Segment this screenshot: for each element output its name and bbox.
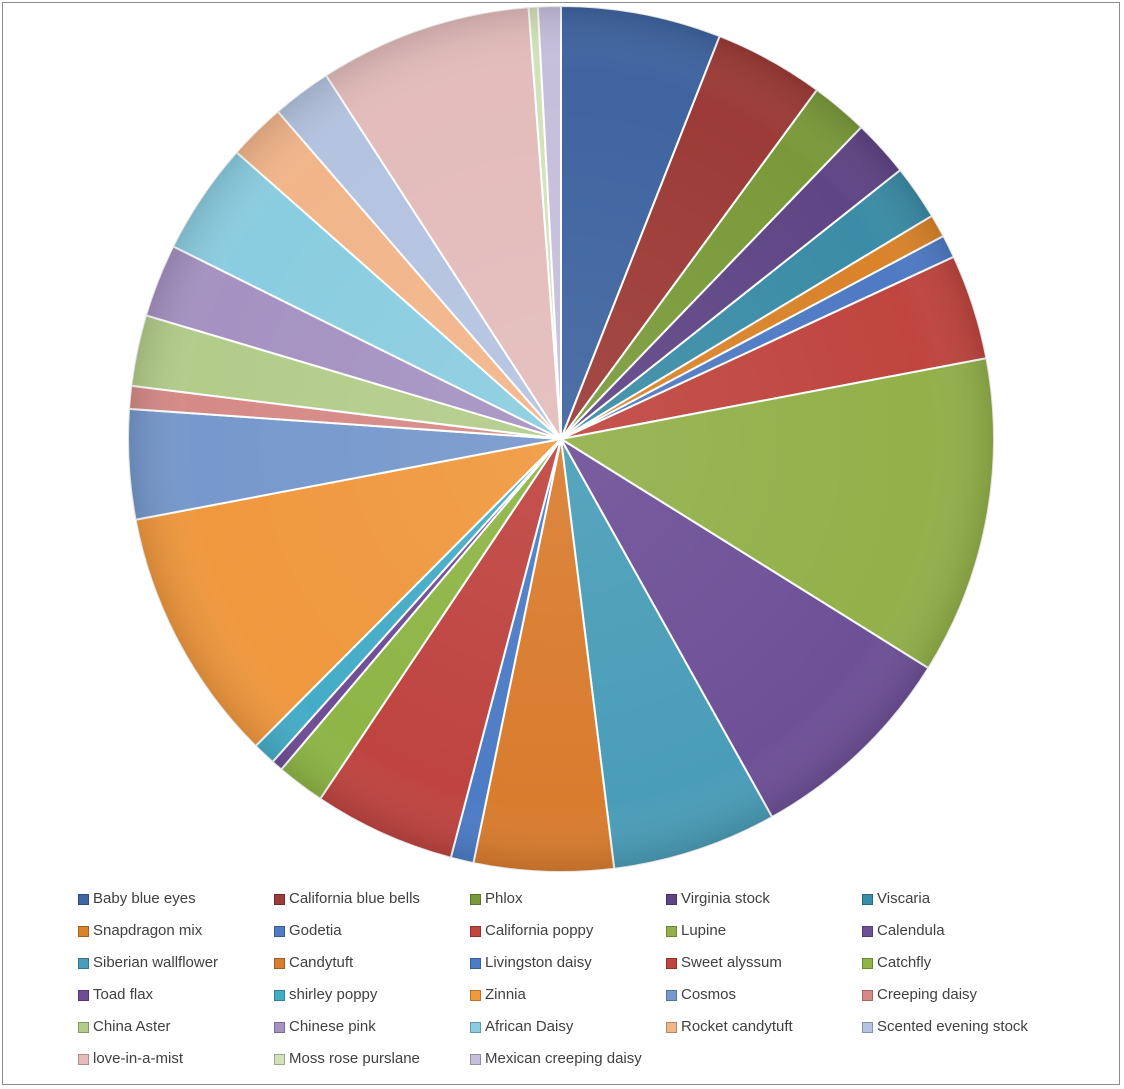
legend-swatch [666, 989, 677, 1001]
legend-label: Siberian wallflower [93, 954, 219, 971]
legend-label: Moss rose purslane [289, 1050, 420, 1067]
legend-item: Chinese pink [274, 1016, 470, 1038]
legend-item: Scented evening stock [862, 1016, 1062, 1038]
legend-label: Viscaria [877, 890, 931, 907]
legend-label: Cosmos [681, 986, 737, 1003]
legend-label: Virginia stock [681, 890, 770, 907]
legend-label: Phlox [485, 890, 523, 907]
legend-swatch [470, 1053, 481, 1065]
legend-swatch [274, 989, 285, 1001]
legend-label: Creeping daisy [877, 986, 978, 1003]
legend-swatch [862, 925, 873, 937]
legend-label: love-in-a-mist [93, 1050, 184, 1067]
legend-label: Baby blue eyes [93, 890, 196, 907]
legend-item: Viscaria [862, 888, 1062, 910]
legend-item: Candytuft [274, 952, 470, 974]
legend-swatch [78, 1053, 89, 1065]
legend-swatch [862, 989, 873, 1001]
legend-label: Sweet alyssum [681, 954, 782, 971]
legend-item: China Aster [78, 1016, 274, 1038]
legend-label: Rocket candytuft [681, 1018, 793, 1035]
legend-label: California blue bells [289, 890, 420, 907]
legend-swatch [470, 957, 481, 969]
legend-swatch [274, 1021, 285, 1033]
legend-label: Chinese pink [289, 1018, 376, 1035]
legend-label: Mexican creeping daisy [485, 1050, 642, 1067]
legend-swatch [78, 957, 89, 969]
legend-label: Calendula [877, 922, 945, 939]
legend-label: China Aster [93, 1018, 171, 1035]
legend-item: Mexican creeping daisy [470, 1048, 666, 1070]
legend-swatch [666, 925, 677, 937]
legend-label: Catchfly [877, 954, 932, 971]
legend-item: Toad flax [78, 984, 274, 1006]
legend-item: Cosmos [666, 984, 862, 1006]
legend-item: Calendula [862, 920, 1062, 942]
legend-swatch [666, 957, 677, 969]
legend-label: Snapdragon mix [93, 922, 203, 939]
legend-item: Godetia [274, 920, 470, 942]
legend-swatch [274, 1053, 285, 1065]
legend-label: Candytuft [289, 954, 354, 971]
legend-swatch [470, 893, 481, 905]
legend-item: Moss rose purslane [274, 1048, 470, 1070]
pie-slices [127, 4, 995, 873]
legend-label: Godetia [289, 922, 342, 939]
legend-swatch [666, 893, 677, 905]
legend-swatch [78, 989, 89, 1001]
legend-item: Lupine [666, 920, 862, 942]
legend-swatch [470, 1021, 481, 1033]
legend-item: Phlox [470, 888, 666, 910]
legend-swatch [78, 1021, 89, 1033]
legend-item: Virginia stock [666, 888, 862, 910]
legend-label: Zinnia [485, 986, 526, 1003]
legend-swatch [470, 989, 481, 1001]
legend-item: Zinnia [470, 984, 666, 1006]
legend-label: Livingston daisy [485, 954, 592, 971]
legend-item: California poppy [470, 920, 666, 942]
legend-label: shirley poppy [289, 986, 378, 1003]
legend-item: Creeping daisy [862, 984, 1062, 1006]
legend-item: Sweet alyssum [666, 952, 862, 974]
legend-label: Scented evening stock [877, 1018, 1028, 1035]
legend-label: African Daisy [485, 1018, 574, 1035]
legend-swatch [78, 893, 89, 905]
legend-item: love-in-a-mist [78, 1048, 274, 1070]
legend-label: California poppy [485, 922, 594, 939]
legend-item: Catchfly [862, 952, 1062, 974]
legend-item: shirley poppy [274, 984, 470, 1006]
legend-swatch [78, 925, 89, 937]
legend-swatch [862, 893, 873, 905]
legend-item: Baby blue eyes [78, 888, 274, 910]
legend-item: Livingston daisy [470, 952, 666, 974]
legend-swatch [470, 925, 481, 937]
legend-label: Toad flax [93, 986, 154, 1003]
legend-swatch [274, 957, 285, 969]
legend-swatch [274, 925, 285, 937]
legend-swatch [274, 893, 285, 905]
legend-item: Siberian wallflower [78, 952, 274, 974]
legend-item: African Daisy [470, 1016, 666, 1038]
legend-swatch [666, 1021, 677, 1033]
legend-swatch [862, 957, 873, 969]
legend-item: Rocket candytuft [666, 1016, 862, 1038]
legend-swatch [862, 1021, 873, 1033]
legend-item: Snapdragon mix [78, 920, 274, 942]
chart-legend: Baby blue eyes California blue bells Phlox… [78, 888, 1118, 1070]
legend-item: California blue bells [274, 888, 470, 910]
legend-label: Lupine [681, 922, 727, 939]
